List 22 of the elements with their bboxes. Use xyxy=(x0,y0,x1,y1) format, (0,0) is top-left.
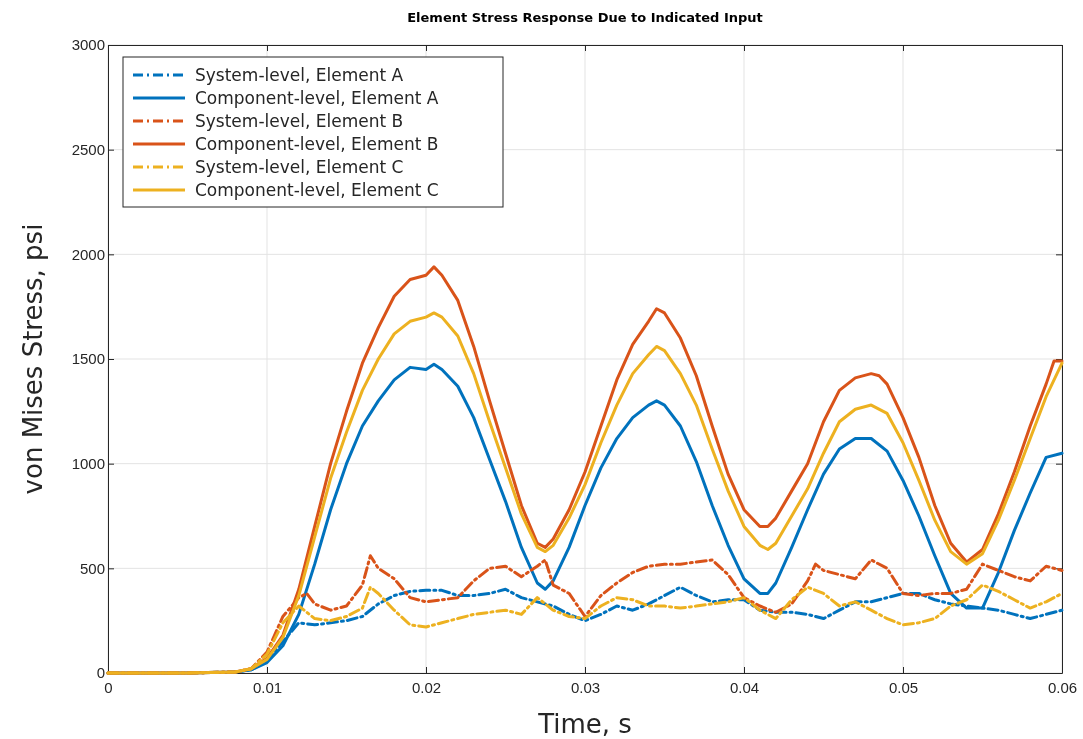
y-tick-label: 1000 xyxy=(71,454,105,472)
legend-label: Component-level, Element A xyxy=(195,88,439,108)
x-tick-label: 0.06 xyxy=(1047,678,1078,696)
x-axis-title: Time, s xyxy=(537,709,632,739)
y-tick-label: 3000 xyxy=(71,36,105,54)
x-tick-label: 0.02 xyxy=(411,678,442,696)
legend-label: System-level, Element A xyxy=(195,65,404,85)
x-tick-label: 0.03 xyxy=(570,678,601,696)
y-tick-label: 2000 xyxy=(71,245,105,263)
y-tick-label: 1500 xyxy=(71,350,105,368)
x-tick-label: 0.04 xyxy=(729,678,760,696)
chart-title: Element Stress Response Due to Indicated Input xyxy=(407,10,763,25)
x-tick-label: 0.05 xyxy=(888,678,919,696)
y-tick-label: 0 xyxy=(96,664,105,682)
legend-label: System-level, Element B xyxy=(195,111,404,131)
y-tick-label: 500 xyxy=(79,559,105,577)
y-axis-title: von Mises Stress, psi xyxy=(18,223,48,495)
legend-label: Component-level, Element C xyxy=(195,180,439,200)
legend-label: Component-level, Element B xyxy=(195,134,439,154)
legend-label: System-level, Element C xyxy=(195,157,404,177)
y-tick-label: 2500 xyxy=(71,140,105,158)
x-tick-label: 0.01 xyxy=(252,678,283,696)
